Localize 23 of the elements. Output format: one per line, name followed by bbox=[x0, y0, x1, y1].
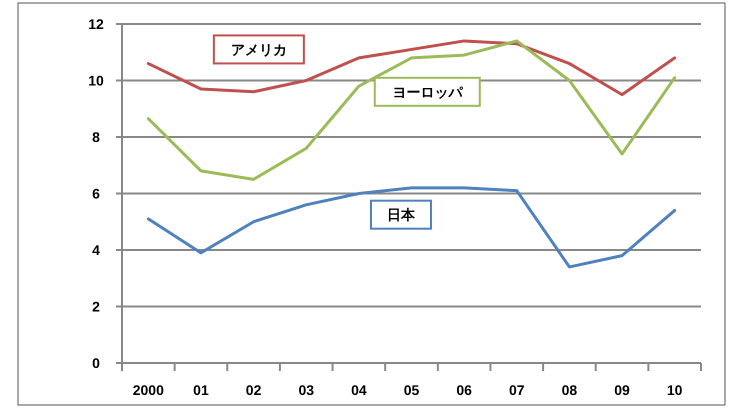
line-series bbox=[146, 39, 676, 181]
series-label: アメリカ bbox=[230, 41, 287, 58]
line-series bbox=[146, 186, 676, 268]
y-tick-label: 10 bbox=[88, 72, 104, 88]
y-tick-label: 2 bbox=[92, 298, 100, 314]
y-tick-label: 4 bbox=[92, 242, 100, 258]
x-tick-label: 09 bbox=[614, 382, 630, 398]
x-tick-label: 04 bbox=[351, 382, 367, 398]
x-tick-label: 01 bbox=[193, 382, 209, 398]
series-label: ヨーロッパ bbox=[392, 84, 464, 100]
y-tick-label: 6 bbox=[92, 186, 100, 202]
y-tick-label: 12 bbox=[88, 16, 104, 32]
x-tick-label: 03 bbox=[298, 382, 314, 398]
y-tick-label: 0 bbox=[92, 355, 100, 371]
x-tick-label: 10 bbox=[666, 382, 683, 398]
x-tick-label: 02 bbox=[246, 382, 262, 398]
y-tick-label: 8 bbox=[92, 129, 100, 145]
x-tick-label: 2000 bbox=[132, 382, 164, 398]
x-tick-label: 05 bbox=[404, 382, 420, 398]
series-label: 日本 bbox=[386, 206, 416, 223]
x-tick-label: 06 bbox=[456, 382, 472, 398]
x-tick-label: 07 bbox=[508, 382, 525, 398]
x-tick-label: 08 bbox=[562, 382, 578, 398]
